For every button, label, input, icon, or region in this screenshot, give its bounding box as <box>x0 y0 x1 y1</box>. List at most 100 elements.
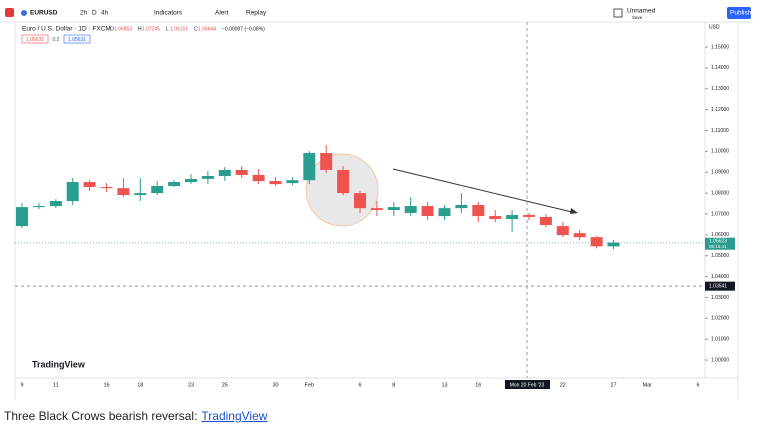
legend-value: 1.06644 <box>198 26 216 32</box>
candle-body <box>134 193 147 195</box>
indicator-value: 1.05631 <box>68 37 86 43</box>
x-tick-label: 23 <box>188 382 194 388</box>
y-tick-label: 1.01000 <box>711 337 729 343</box>
x-tick-label: 27 <box>610 382 616 388</box>
caption-text: Three Black Crows bearish reversal: <box>4 409 198 423</box>
x-tick-label: Mar <box>643 382 653 388</box>
legend-value: −0.00087 (−0.08%) <box>222 26 265 32</box>
y-tick-label: 1.10000 <box>711 149 729 155</box>
y-tick-label: 1.12000 <box>711 107 729 113</box>
candle-body <box>117 188 130 195</box>
interval[interactable]: D <box>92 10 97 17</box>
candle-body <box>438 208 451 217</box>
candle-body <box>185 178 197 183</box>
candle-body <box>66 182 79 202</box>
candle-body <box>387 207 400 211</box>
caption: Three Black Crows bearish reversal: Tradi… <box>4 409 267 423</box>
candle-body <box>354 193 366 209</box>
y-tick-label: 1.05000 <box>711 253 729 259</box>
crosshair-price: 1.03541 <box>709 283 727 289</box>
currency: USD <box>709 24 720 30</box>
symbol-icon <box>5 8 14 17</box>
indicators-button[interactable]: Indicators <box>154 10 183 17</box>
y-tick-label: 1.15000 <box>711 44 729 50</box>
legend-value: 1.06151 <box>170 26 188 32</box>
last-price: 1.05623 <box>709 239 727 245</box>
candle-body <box>573 233 586 238</box>
candle-body <box>455 205 468 209</box>
candle-body <box>168 182 181 187</box>
y-tick-label: 1.11000 <box>711 128 729 134</box>
replay-button[interactable]: Replay <box>246 10 267 17</box>
publish-button[interactable]: Publish <box>730 10 752 17</box>
crosshair-date-bg <box>505 380 550 389</box>
candle-body <box>472 205 485 217</box>
legend-value: 1.06853 <box>114 26 132 32</box>
candle-body <box>201 176 214 179</box>
trend-arrow <box>392 168 577 214</box>
x-tick-label: 9 <box>20 382 23 388</box>
interval[interactable]: 2h <box>80 10 88 17</box>
save-button[interactable]: Save <box>632 15 643 20</box>
legend-value: L <box>166 26 169 32</box>
flag-icon <box>21 10 27 16</box>
alert-button[interactable]: Alert <box>215 10 229 17</box>
candle-body <box>252 174 265 182</box>
candle-body <box>83 182 96 188</box>
candle-body <box>539 216 552 226</box>
x-tick-label: 11 <box>53 382 59 388</box>
publish-button-bg[interactable] <box>727 7 751 19</box>
y-tick-label: 1.06000 <box>711 232 729 238</box>
crosshair-price-bg <box>705 281 735 291</box>
candle-body <box>607 242 620 247</box>
last-price-bg <box>705 237 735 250</box>
y-tick-label: 1.09000 <box>711 170 729 176</box>
legend-value: C <box>194 26 198 32</box>
x-tick-label: 6 <box>358 382 361 388</box>
indicator-box <box>50 34 62 44</box>
candle-body <box>337 169 350 194</box>
x-tick-label: 18 <box>137 382 143 388</box>
candle-body <box>303 153 316 181</box>
candle-body <box>404 206 417 213</box>
y-tick-label: 1.13000 <box>711 86 729 92</box>
x-tick-label: 22 <box>560 382 566 388</box>
symbol[interactable]: EURUSD <box>30 10 58 17</box>
chart: EURUSD 2h D 4h Indicators Alert Replay U… <box>0 7 752 400</box>
chart-title: Euro / U.S. Dollar · 1D · FXCM <box>22 26 111 33</box>
x-tick-label: 8 <box>392 382 395 388</box>
indicator-box <box>21 34 49 44</box>
x-tick-label: 25 <box>222 382 228 388</box>
candle-body <box>590 237 603 247</box>
x-tick-label: 30 <box>272 382 278 388</box>
candle-body <box>151 186 164 194</box>
caption-link[interactable]: TradingView <box>201 409 268 423</box>
layout-name[interactable]: Unnamed <box>627 8 656 15</box>
candle-body <box>286 180 299 184</box>
candle-body <box>489 216 502 219</box>
candle-body <box>370 208 383 211</box>
indicator-value: 1.05631 <box>26 37 44 43</box>
candle-body <box>269 181 282 185</box>
x-tick-label: 13 <box>441 382 447 388</box>
x-tick-label: 16 <box>103 382 109 388</box>
x-tick-label: 16 <box>475 382 481 388</box>
interval[interactable]: 4h <box>101 10 109 17</box>
arrow-head <box>570 208 578 214</box>
candle-body <box>100 187 113 189</box>
indicator-box <box>63 34 91 44</box>
y-tick-label: 1.00000 <box>711 357 729 363</box>
y-tick-label: 1.04000 <box>711 274 729 280</box>
candle-body <box>235 169 248 175</box>
candle-body <box>421 206 434 217</box>
candle-body <box>32 206 45 208</box>
candle-body <box>506 215 519 219</box>
candle-body <box>218 169 231 177</box>
legend-value: H <box>138 26 142 32</box>
last-price-time: 06:16:41 <box>709 244 727 249</box>
y-tick-label: 1.14000 <box>711 65 729 71</box>
y-tick-label: 1.03000 <box>711 295 729 301</box>
candle-body <box>49 201 62 207</box>
logo: TradingView <box>32 359 86 369</box>
